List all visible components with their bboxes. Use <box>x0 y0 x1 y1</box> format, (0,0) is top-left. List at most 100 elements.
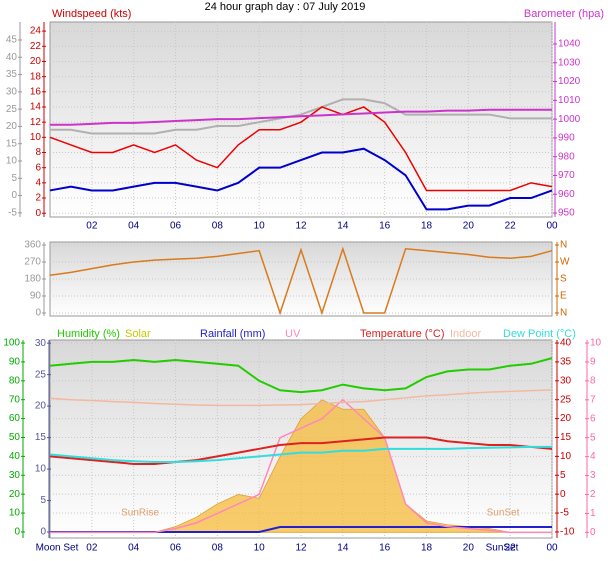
legend-label: UV <box>285 328 301 340</box>
y-tick-label: 16 <box>30 86 42 97</box>
y2-tick-label: 960 <box>558 189 575 200</box>
y-tick-label: 90 <box>9 357 21 368</box>
y-tick-label: 14 <box>30 102 42 113</box>
legend-label: Rainfall (mm) <box>200 328 265 340</box>
y3-tick-label: 0 <box>40 527 46 538</box>
y-tick-label: 100 <box>3 338 20 349</box>
y-tick-label: 2 <box>35 193 41 204</box>
y4-tick-label: 6 <box>590 413 596 424</box>
x-tick-label: 20 <box>463 221 475 232</box>
x-tick-label: 08 <box>212 221 224 232</box>
y3-tick-label: 10 <box>6 156 18 167</box>
x-tick-label: 12 <box>295 543 307 554</box>
y4-tick-label: 3 <box>590 470 596 481</box>
x-tick-label: 04 <box>128 221 140 232</box>
y2-tick-label: N <box>560 240 567 251</box>
y-tick-label: 22 <box>30 41 42 52</box>
y-tick-label: 270 <box>24 257 41 268</box>
y2-tick-label: 25 <box>560 394 572 405</box>
y-tick-label: 50 <box>9 432 21 443</box>
y2-tick-label: 950 <box>558 208 575 219</box>
y-tick-label: 60 <box>9 413 21 424</box>
series-line <box>49 147 553 211</box>
y-tick-label: 10 <box>30 132 42 143</box>
y4-tick-label: 9 <box>590 357 596 368</box>
legend-label: Indoor <box>450 328 482 340</box>
y2-tick-label: 20 <box>560 413 572 424</box>
y4-tick-label: 0 <box>590 527 596 538</box>
y2-tick-label: 15 <box>560 432 572 443</box>
x-tick-label: 22 <box>505 221 517 232</box>
y2-tick-label: 1000 <box>558 114 581 125</box>
y2-tick-label: 5 <box>560 470 566 481</box>
x-tick-label: 14 <box>337 221 349 232</box>
y-tick-label: 80 <box>9 375 21 386</box>
y4-tick-label: 7 <box>590 394 596 405</box>
series-line <box>49 436 553 465</box>
y3-tick-label: 30 <box>35 338 47 349</box>
y2-tick-label: E <box>560 291 567 302</box>
y-tick-label: 20 <box>30 56 42 67</box>
annotation: SunSet <box>486 543 519 554</box>
y2-tick-label: 40 <box>560 338 572 349</box>
annotation: SunRise <box>121 508 159 519</box>
x-tick-label: 10 <box>254 543 266 554</box>
series-line <box>50 108 552 126</box>
y3-tick-label: 0 <box>11 190 17 201</box>
y-tick-label: 360 <box>24 240 41 251</box>
y3-tick-label: -5 <box>8 207 17 218</box>
y-tick-label: 30 <box>9 470 21 481</box>
y-tick-label: 12 <box>30 117 42 128</box>
y-tick-label: 4 <box>35 177 41 188</box>
y2-tick-label: 1030 <box>558 57 581 68</box>
y2-tick-label: 35 <box>560 357 572 368</box>
series-line <box>50 98 552 135</box>
y-axis-title: Windspeed (kts) <box>52 8 131 20</box>
series-line <box>49 106 553 192</box>
x-tick-label: 18 <box>421 543 433 554</box>
y-tick-label: 70 <box>9 394 21 405</box>
x-tick-label: 16 <box>379 543 391 554</box>
x-tick-label: 16 <box>379 221 391 232</box>
y-tick-label: 0 <box>14 527 20 538</box>
series-line <box>50 398 552 534</box>
x-tick-label: 02 <box>86 543 98 554</box>
y2-tick-label: -10 <box>560 527 575 538</box>
y2-tick-label: W <box>560 257 570 268</box>
series-line <box>49 389 553 407</box>
x-tick-label: 08 <box>212 543 224 554</box>
x-tick-label: 10 <box>254 221 266 232</box>
x-tick-label: 18 <box>421 221 433 232</box>
y2-tick-label: N <box>560 308 567 319</box>
series-line <box>49 445 552 464</box>
y3-tick-label: 30 <box>6 86 18 97</box>
y3-tick-label: 40 <box>6 52 18 63</box>
y2-tick-label: -5 <box>560 508 569 519</box>
y4-tick-label: 2 <box>590 489 596 500</box>
legend-label: Temperature (°C) <box>360 328 444 340</box>
y-tick-label: 0 <box>35 208 41 219</box>
x-tick-label: 14 <box>337 543 349 554</box>
y-tick-label: 180 <box>24 274 41 285</box>
y-tick-label: 40 <box>9 451 21 462</box>
page-title: 24 hour graph day : 07 July 2019 <box>205 1 366 13</box>
series-line <box>49 357 553 394</box>
y3-tick-label: 5 <box>11 173 17 184</box>
y2-axis-title: Barometer (hpa) <box>524 8 604 20</box>
y-tick-label: 10 <box>9 508 21 519</box>
y4-tick-label: 8 <box>590 376 596 387</box>
y3-tick-label: 20 <box>6 121 18 132</box>
y2-tick-label: 30 <box>560 375 572 386</box>
y-tick-label: 8 <box>35 147 41 158</box>
y2-tick-label: 980 <box>558 151 575 162</box>
y-tick-label: 90 <box>30 291 42 302</box>
legend-label: Solar <box>125 328 151 340</box>
y2-tick-label: 970 <box>558 170 575 181</box>
y4-tick-label: 1 <box>590 508 596 519</box>
legend-label: Dew Point (°C) <box>503 328 576 340</box>
y4-tick-label: 4 <box>590 451 596 462</box>
x-tick-label: 00 <box>546 543 558 554</box>
x-tick-label: 20 <box>463 543 475 554</box>
x-tick-label: 22 <box>505 543 517 554</box>
